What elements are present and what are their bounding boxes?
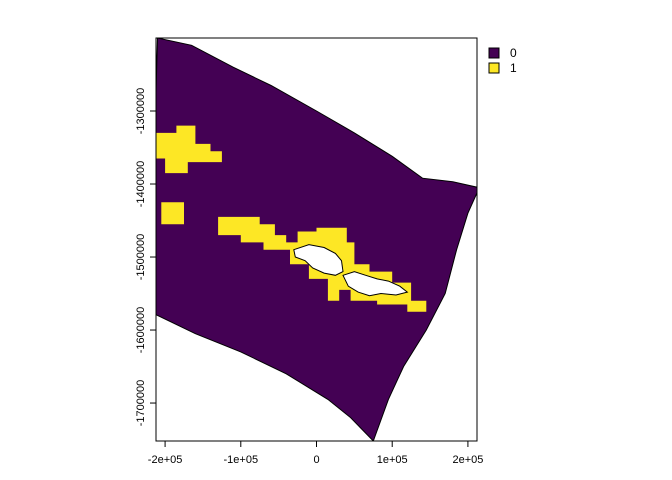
raster-class-1-north-west [156,125,222,174]
x-tick-label: 2e+05 [452,454,483,466]
island-east [342,271,409,297]
legend-swatch-0 [488,47,500,59]
x-axis: -2e+05 -1e+05 0 1e+05 2e+05 [148,441,483,466]
y-tick-label: -1400000 [135,161,147,208]
x-tick-label: 0 [313,454,319,466]
island-mask-layer [293,244,409,297]
y-tick-label: -1300000 [135,88,147,135]
x-tick-label: -1e+05 [224,454,259,466]
legend-swatch-1 [488,62,500,74]
legend-label-0: 0 [510,46,517,60]
legend: 01 [488,46,517,75]
study-area-outline [156,38,477,441]
raster-class-1-west [161,202,184,225]
y-tick-label: -1600000 [135,307,147,354]
raster-layer [156,38,477,441]
island-west [293,244,344,276]
y-tick-label: -1700000 [135,380,147,427]
study-area-boundary [156,38,477,441]
y-tick-label: -1500000 [135,234,147,281]
x-tick-label: 1e+05 [377,454,408,466]
legend-label-1: 1 [510,61,517,75]
x-tick-label: -2e+05 [148,454,183,466]
y-axis: -1300000 -1400000 -1500000 -1600000 -1700000 [135,88,156,427]
